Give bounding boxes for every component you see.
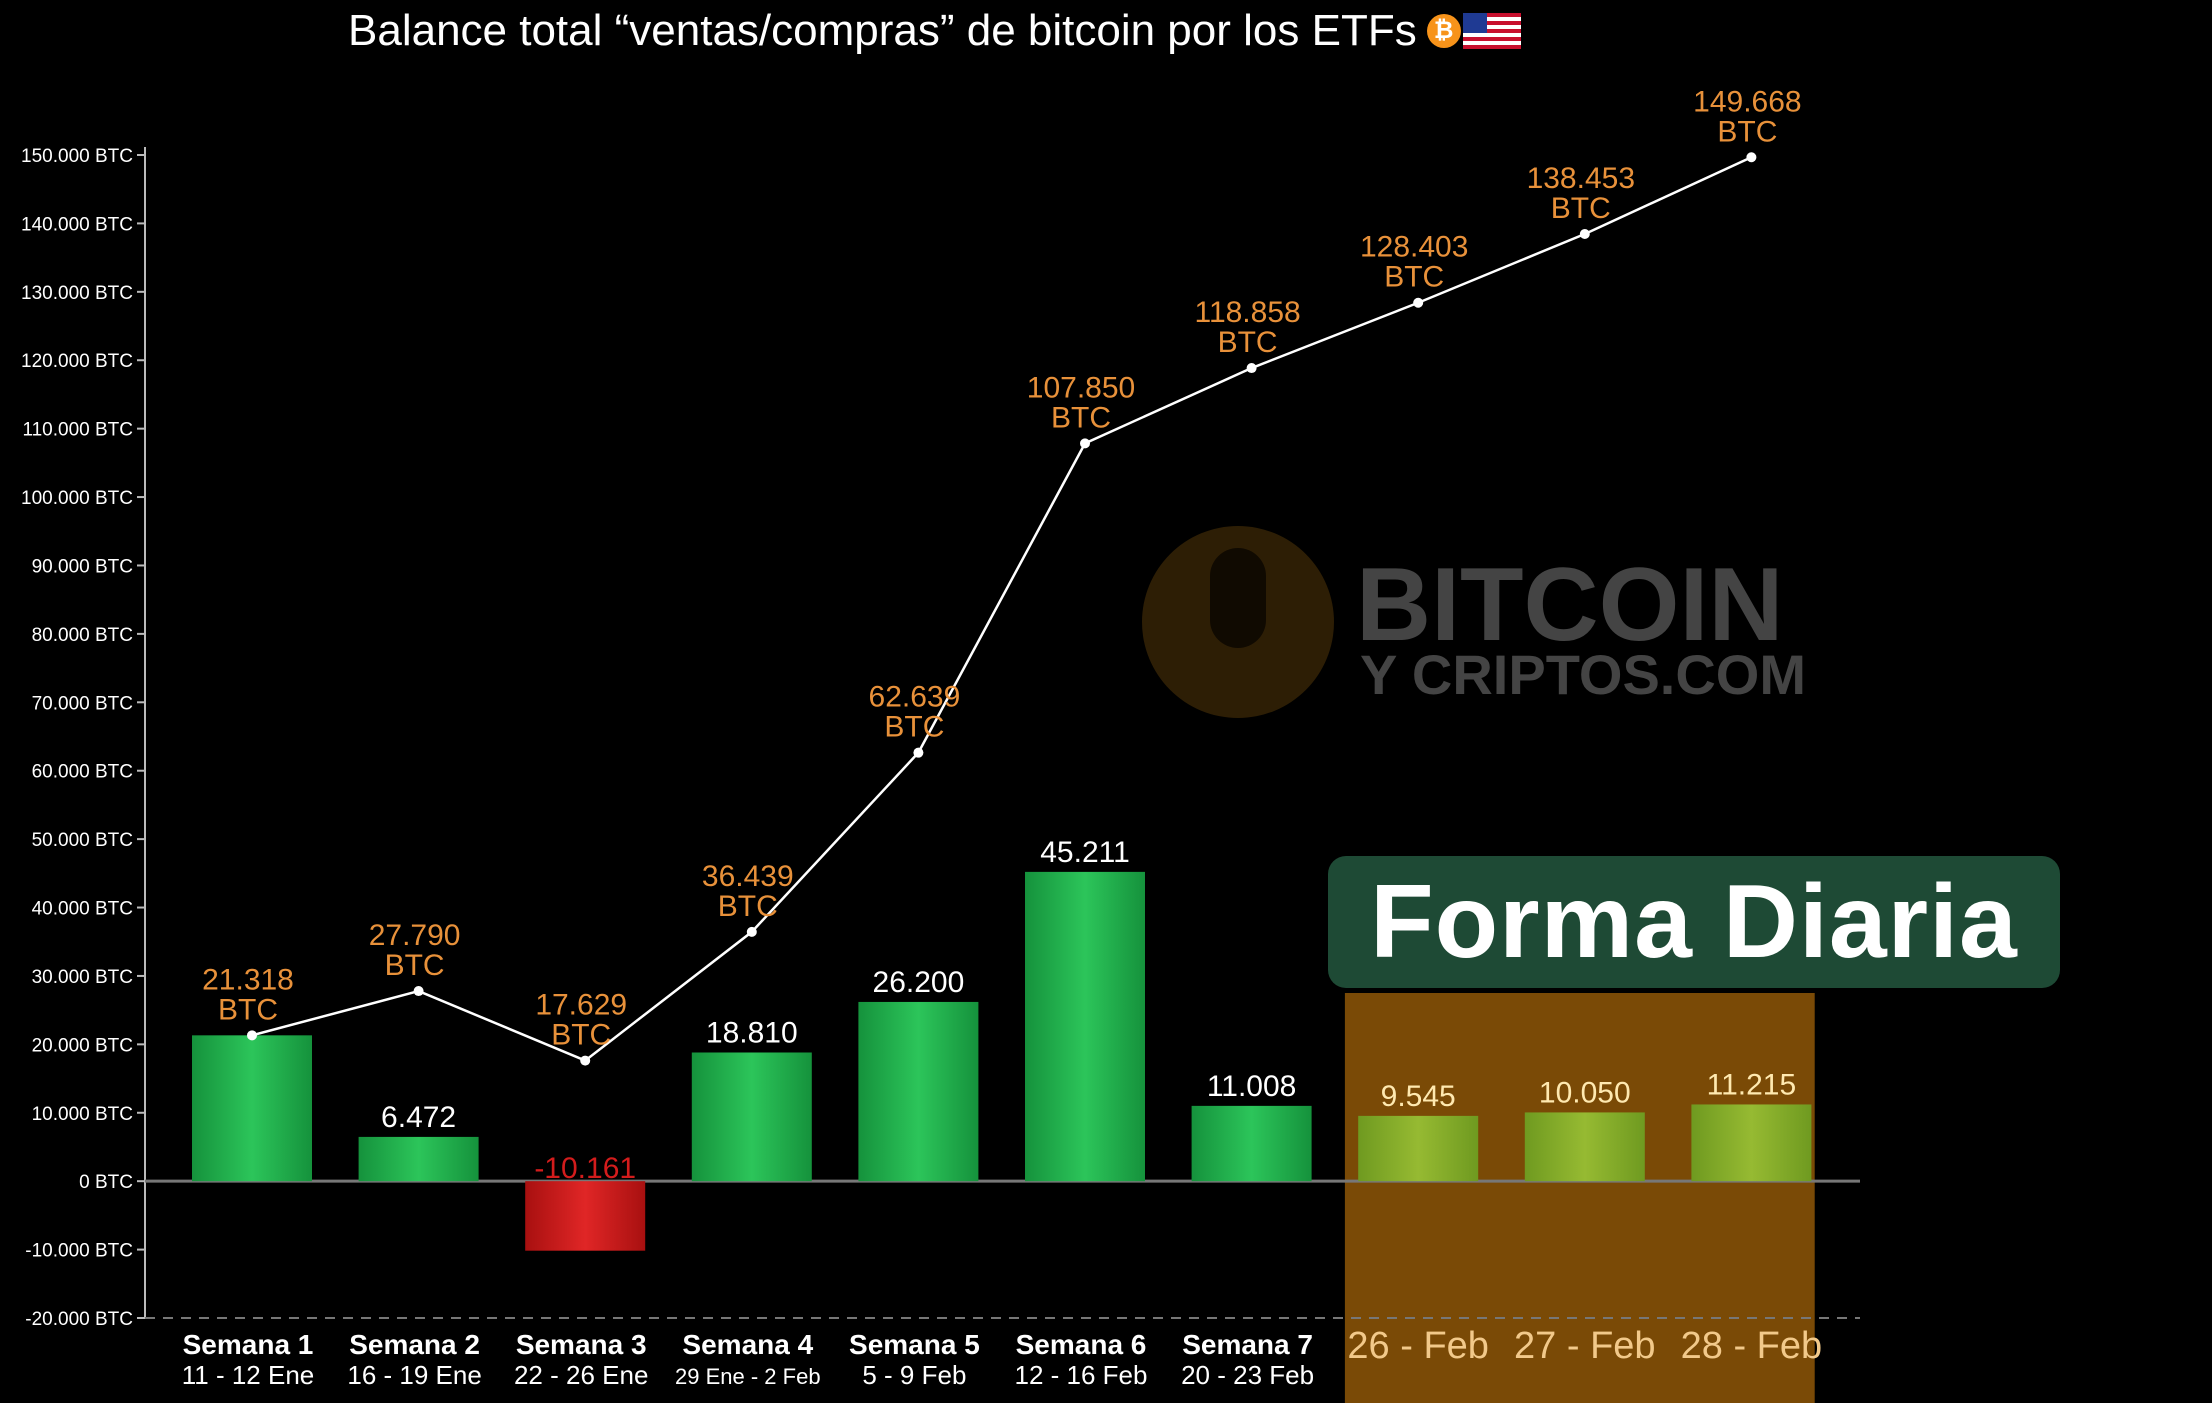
cumulative-unit-label: BTC xyxy=(1051,401,1111,434)
us-flag-icon xyxy=(1462,13,1521,49)
cumulative-point xyxy=(580,1055,591,1066)
x-category-sublabel: 12 - 16 Feb xyxy=(1015,1360,1148,1390)
cumulative-point xyxy=(247,1030,257,1041)
bar xyxy=(192,1035,312,1182)
chart-title: Balance total “ventas/compras” de bitcoi… xyxy=(348,6,1521,56)
y-tick-label: 90.000 BTC xyxy=(32,556,133,577)
y-tick-label: 80.000 BTC xyxy=(32,625,133,646)
cumulative-unit-label: BTC xyxy=(1717,115,1777,148)
x-category-sublabel: 16 - 19 Ene xyxy=(347,1360,481,1390)
y-tick-label: 0 BTC xyxy=(79,1172,133,1193)
bar xyxy=(1524,1112,1645,1182)
x-category-label: 26 - Feb xyxy=(1347,1325,1489,1367)
bar-value-label: 10.050 xyxy=(1539,1076,1631,1109)
cumulative-unit-label: BTC xyxy=(218,993,278,1026)
x-category-label: Semana 7 xyxy=(1182,1329,1313,1360)
cumulative-point xyxy=(1579,228,1590,239)
cumulative-point xyxy=(1413,297,1424,308)
bar xyxy=(525,1181,646,1251)
cumulative-value-label: 118.858 xyxy=(1194,296,1300,329)
y-tick-label: 50.000 BTC xyxy=(32,830,133,851)
bar-value-label: 26.200 xyxy=(873,966,965,999)
cumulative-point xyxy=(1080,438,1090,449)
cumulative-unit-label: BTC xyxy=(1218,326,1278,359)
y-tick-label: 60.000 BTC xyxy=(32,762,133,783)
bar xyxy=(1691,1104,1812,1182)
cumulative-unit-label: BTC xyxy=(551,1019,611,1052)
bar-value-label: -10.161 xyxy=(534,1152,636,1185)
chart-title-text: Balance total “ventas/compras” de bitcoi… xyxy=(348,6,1417,55)
x-category-sublabel: 22 - 26 Ene xyxy=(514,1360,648,1390)
cumulative-unit-label: BTC xyxy=(718,890,778,923)
daily-overlay-label: Forma Diaria xyxy=(1328,856,2060,988)
y-tick-label: 100.000 BTC xyxy=(21,488,133,509)
cumulative-value-label: 21.318 xyxy=(202,963,294,996)
cumulative-value-label: 149.668 xyxy=(1693,85,1801,118)
cumulative-line xyxy=(251,156,1752,1063)
watermark-subtext: Y CRIPTOS.COM xyxy=(1360,643,1806,706)
cumulative-point xyxy=(1746,152,1757,163)
cumulative-value-label: 138.453 xyxy=(1527,162,1635,195)
y-tick-label: -20.000 BTC xyxy=(25,1309,133,1330)
y-tick-label: 10.000 BTC xyxy=(32,1104,133,1125)
bar xyxy=(358,1136,479,1182)
y-tick-label: -10.000 BTC xyxy=(25,1241,133,1262)
x-category-label: 28 - Feb xyxy=(1681,1325,1823,1367)
overlay-text: Forma Diaria xyxy=(1370,863,2018,980)
cumulative-point xyxy=(913,747,924,758)
y-tick-label: 70.000 BTC xyxy=(32,693,133,714)
x-category-label: 27 - Feb xyxy=(1514,1325,1656,1367)
cumulative-value-label: 62.639 xyxy=(869,681,961,714)
cumulative-unit-label: BTC xyxy=(385,949,445,982)
x-category-label: Semana 5 xyxy=(849,1329,980,1360)
y-tick-label: 20.000 BTC xyxy=(32,1035,133,1056)
bar xyxy=(1358,1115,1479,1182)
title-icons: ₿ xyxy=(1426,13,1521,49)
x-category-label: Semana 4 xyxy=(682,1329,813,1360)
x-category-label: Semana 2 xyxy=(349,1329,480,1360)
bitcoin-icon: ₿ xyxy=(1426,14,1461,48)
bar xyxy=(1025,871,1145,1182)
y-tick-label: 150.000 BTC xyxy=(21,146,133,167)
bar-value-label: 18.810 xyxy=(706,1016,798,1049)
x-category-sublabel: 11 - 12 Ene xyxy=(182,1360,315,1390)
y-tick-label: 40.000 BTC xyxy=(32,899,133,920)
y-tick-label: 30.000 BTC xyxy=(32,967,133,988)
bar xyxy=(1191,1105,1312,1182)
daily-highlight-band xyxy=(1344,993,1815,1403)
cumulative-value-label: 17.629 xyxy=(535,989,627,1022)
y-tick-label: 140.000 BTC xyxy=(21,214,133,235)
bar xyxy=(691,1052,812,1182)
x-category-label: Semana 6 xyxy=(1016,1329,1147,1360)
cumulative-value-label: 107.850 xyxy=(1027,371,1135,404)
cumulative-value-label: 27.790 xyxy=(369,919,461,952)
cumulative-unit-label: BTC xyxy=(1551,192,1611,225)
bar-value-label: 11.008 xyxy=(1207,1070,1297,1103)
bar-value-label: 6.472 xyxy=(381,1101,456,1134)
bar-value-label: 9.545 xyxy=(1381,1080,1456,1113)
bar xyxy=(858,1001,979,1182)
cumulative-value-label: 36.439 xyxy=(702,860,794,893)
watermark-logo xyxy=(1142,526,1334,718)
y-tick-label: 130.000 BTC xyxy=(21,283,133,304)
cumulative-unit-label: BTC xyxy=(1384,261,1444,294)
watermark-text: BITCOIN xyxy=(1356,547,1784,663)
cumulative-point xyxy=(746,926,757,937)
x-category-label: Semana 1 xyxy=(183,1329,314,1360)
cumulative-value-label: 128.403 xyxy=(1360,231,1468,264)
cumulative-point xyxy=(1246,363,1257,374)
cumulative-point xyxy=(413,986,424,997)
x-category-sublabel: 5 - 9 Feb xyxy=(862,1360,966,1390)
x-category-sublabel: 20 - 23 Feb xyxy=(1181,1360,1314,1390)
bar-value-label: 45.211 xyxy=(1040,836,1130,869)
bar-value-label: 11.215 xyxy=(1707,1068,1797,1101)
cumulative-unit-label: BTC xyxy=(884,711,944,744)
x-category-sublabel: 29 Ene - 2 Feb xyxy=(675,1364,821,1389)
y-tick-label: 120.000 BTC xyxy=(21,351,133,372)
y-tick-label: 110.000 BTC xyxy=(22,420,133,441)
x-category-label: Semana 3 xyxy=(516,1329,647,1360)
